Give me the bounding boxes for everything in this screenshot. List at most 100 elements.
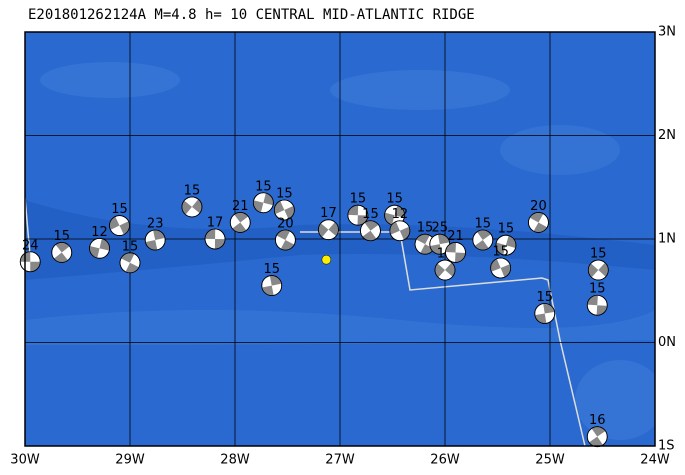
beachball-quadrant <box>109 216 120 230</box>
lon-tick-label: 28W <box>220 453 250 468</box>
beachball-quadrant <box>205 228 216 239</box>
depth-label: 20 <box>530 199 547 214</box>
lat-tick-label: 0N <box>658 335 676 350</box>
beachball-quadrant <box>30 261 41 272</box>
beachball-quadrant <box>588 263 599 278</box>
beachball-quadrant <box>125 262 139 273</box>
beachball-quadrant <box>399 226 410 240</box>
depth-label: 25 <box>431 221 448 236</box>
beachball-rim <box>445 242 466 263</box>
beachball-quadrant <box>276 230 290 241</box>
beachball-quadrant <box>214 239 226 249</box>
beachball-quadrant <box>529 212 544 223</box>
depth-label: 15 <box>498 222 515 237</box>
beachball-rim <box>273 199 295 221</box>
focal-mechanism <box>534 303 556 324</box>
focal-mechanism <box>528 212 549 233</box>
beachball-rim <box>318 219 339 241</box>
beachball-rim <box>495 234 517 256</box>
depth-label: 15 <box>122 239 139 254</box>
beachball-quadrant <box>284 205 295 220</box>
depth-label: 15 <box>590 247 607 262</box>
beachball-quadrant <box>263 193 274 206</box>
beachball-quadrant <box>534 313 547 324</box>
beachball-quadrant <box>420 244 434 255</box>
beachball-quadrant <box>280 240 295 251</box>
beachball-quadrant <box>490 258 501 272</box>
beachball-quadrant <box>357 215 368 226</box>
beachball-quadrant <box>454 252 466 263</box>
focal-mechanism <box>472 229 494 251</box>
focal-mechanism <box>445 242 466 263</box>
lat-tick-label: 1N <box>658 232 676 247</box>
beachball-rim <box>347 204 369 226</box>
beachball-quadrant <box>253 200 264 213</box>
beachball-rim <box>586 294 608 316</box>
depth-label: 15 <box>350 192 367 207</box>
lat-tick-label: 3N <box>658 25 676 40</box>
focal-mechanism <box>389 220 411 242</box>
depth-label: 16 <box>589 413 606 428</box>
focal-mechanism <box>360 220 381 242</box>
beachball-quadrant <box>591 426 606 437</box>
beachball-quadrant <box>437 234 450 245</box>
beachball-rim <box>389 220 411 242</box>
beachball-rim <box>204 228 226 250</box>
beachball-quadrant <box>533 222 548 233</box>
beachball-quadrant <box>181 200 192 215</box>
beachball-quadrant <box>153 230 165 241</box>
depth-label: 17 <box>320 206 337 221</box>
depth-label: 17 <box>207 216 224 231</box>
beachball-rim <box>229 212 251 233</box>
beachball-rim <box>119 252 141 274</box>
beachball-quadrant <box>89 246 100 259</box>
focal-mechanism <box>586 426 608 448</box>
map-title: E201801262124A M=4.8 h= 10 CENTRAL MID-A… <box>28 7 475 23</box>
depth-label: 12 <box>91 225 108 240</box>
depth-label: 21 <box>447 229 464 244</box>
depth-label: 12 <box>392 207 409 222</box>
beachball-quadrant <box>362 230 377 241</box>
lon-tick-label: 29W <box>115 453 145 468</box>
beachball-rim <box>528 212 549 233</box>
beachball-rim <box>89 237 110 259</box>
beachball-quadrant <box>232 222 247 233</box>
depth-label: 15 <box>53 229 70 244</box>
beachball-quadrant <box>269 275 282 286</box>
depth-label: 15 <box>362 207 379 222</box>
beachball-quadrant <box>389 221 400 235</box>
beachball-quadrant <box>589 436 603 447</box>
beachball-rim <box>472 229 494 251</box>
focal-mechanism <box>586 294 608 316</box>
focal-mechanism <box>144 229 166 251</box>
lat-tick-label: 2N <box>658 128 676 143</box>
focal-mechanism <box>587 259 609 281</box>
beachball-quadrant <box>598 262 609 277</box>
beachball-rim <box>109 215 130 236</box>
depth-label: 15 <box>276 187 293 202</box>
map-frame <box>24 31 656 447</box>
focal-mechanism <box>273 199 295 221</box>
beachball-rim <box>19 251 41 273</box>
focal-mechanism <box>252 192 274 214</box>
focal-mechanism <box>318 219 339 241</box>
beachball-quadrant <box>543 303 555 314</box>
focal-mechanism <box>181 196 203 218</box>
depth-label: 24 <box>22 238 39 253</box>
beachball-rim <box>252 192 274 214</box>
beachball-quadrant <box>587 295 598 306</box>
beachball-rim <box>261 275 283 296</box>
depth-label: 15 <box>263 262 280 277</box>
depth-label: 20 <box>277 217 294 232</box>
beachball-quadrant <box>53 252 68 263</box>
beachball-rim <box>587 259 609 281</box>
focal-mechanism <box>229 212 251 233</box>
beachball-rim <box>434 259 456 281</box>
beachball-rim <box>490 257 512 279</box>
beachball-rim <box>274 229 296 251</box>
focal-mechanism <box>204 228 226 250</box>
beachball-quadrant <box>445 262 456 277</box>
focal-mechanism <box>490 257 512 279</box>
beachball-quadrant <box>416 234 430 245</box>
beachball-rim <box>144 229 166 251</box>
